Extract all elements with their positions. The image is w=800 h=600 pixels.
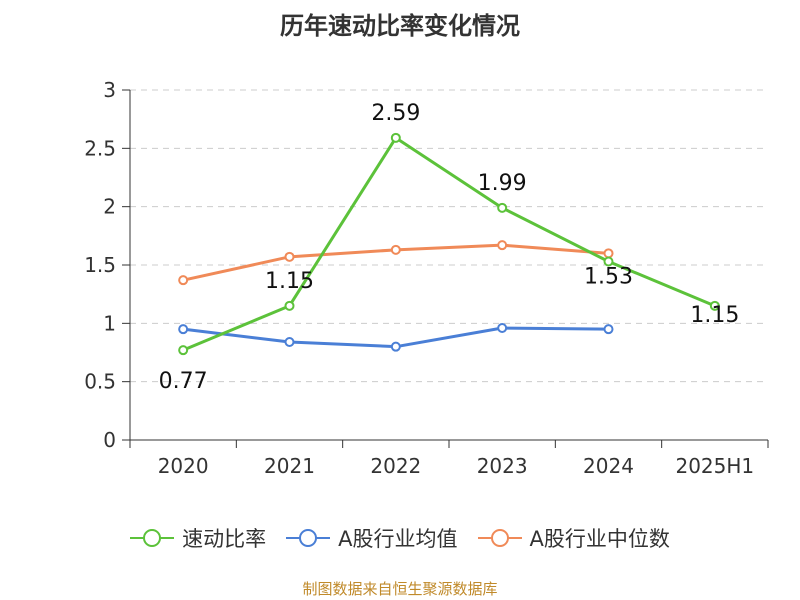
data-point bbox=[497, 240, 508, 251]
y-tick-label: 0.5 bbox=[84, 370, 116, 394]
data-point bbox=[178, 345, 189, 356]
x-tick-label: 2022 bbox=[370, 454, 421, 478]
data-point bbox=[284, 251, 295, 262]
data-label: 1.99 bbox=[478, 171, 527, 196]
data-point bbox=[390, 132, 401, 143]
legend-swatch-icon bbox=[477, 529, 522, 547]
legend-swatch-icon bbox=[286, 529, 331, 547]
y-tick-label: 3 bbox=[103, 78, 116, 102]
x-tick-label: 2023 bbox=[477, 454, 528, 478]
x-tick-label: 2024 bbox=[583, 454, 634, 478]
series-line-0 bbox=[182, 136, 716, 352]
data-source-note: 制图数据来自恒生聚源数据库 bbox=[302, 580, 498, 598]
data-point bbox=[390, 244, 401, 255]
legend-label: 速动比率 bbox=[182, 527, 267, 551]
data-point bbox=[178, 324, 189, 335]
x-tick-label: 2020 bbox=[158, 454, 209, 478]
legend-label: A股行业中位数 bbox=[529, 527, 670, 551]
y-tick-label: 1.5 bbox=[84, 253, 116, 277]
data-label: 0.77 bbox=[159, 369, 208, 394]
legend-item-0[interactable]: 速动比率 bbox=[130, 523, 266, 553]
legend-label: A股行业均值 bbox=[338, 527, 458, 551]
data-point bbox=[497, 202, 508, 213]
chart-legend: 速动比率 A股行业均值 A股行业中位数 bbox=[0, 518, 800, 558]
y-tick-label: 2 bbox=[103, 195, 116, 219]
data-point bbox=[178, 275, 189, 286]
data-point bbox=[603, 324, 614, 335]
legend-swatch-icon bbox=[130, 529, 175, 547]
y-tick-label: 0 bbox=[103, 428, 116, 452]
data-label: 1.15 bbox=[265, 269, 314, 294]
y-tick-label: 1 bbox=[103, 311, 116, 335]
legend-item-2[interactable]: A股行业中位数 bbox=[477, 523, 670, 553]
data-point bbox=[390, 341, 401, 352]
x-tick-label: 2025H1 bbox=[675, 454, 754, 478]
data-point bbox=[709, 300, 720, 311]
data-point bbox=[497, 323, 508, 333]
data-label: 1.53 bbox=[584, 265, 633, 290]
data-point bbox=[284, 337, 295, 347]
x-tick-label: 2021 bbox=[264, 454, 315, 478]
data-point bbox=[603, 256, 614, 267]
data-label: 1.15 bbox=[690, 303, 739, 328]
y-tick-label: 2.5 bbox=[84, 136, 116, 160]
data-point bbox=[603, 248, 614, 259]
legend-item-1[interactable]: A股行业均值 bbox=[286, 523, 458, 553]
chart-title: 历年速动比率变化情况 bbox=[280, 12, 520, 40]
data-label: 2.59 bbox=[371, 101, 420, 126]
data-point bbox=[284, 300, 295, 311]
